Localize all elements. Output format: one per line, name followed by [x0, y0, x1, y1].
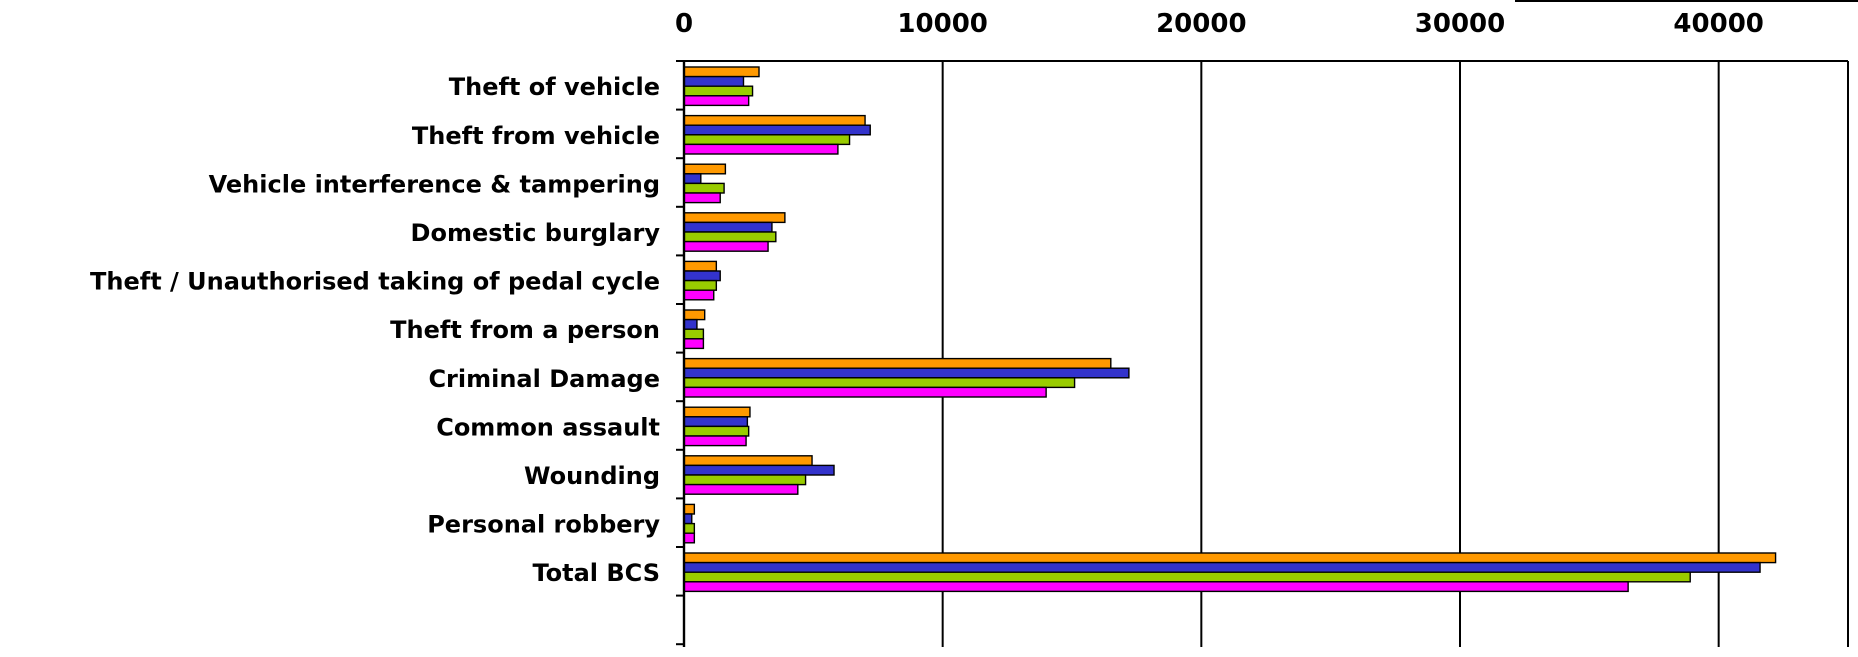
- bar: [683, 377, 1076, 389]
- axes: [676, 0, 1858, 647]
- x-tick-label: 20000: [1156, 9, 1246, 39]
- bar: [683, 357, 1112, 369]
- bar: [683, 328, 705, 340]
- bar: [683, 85, 754, 97]
- bar: [683, 367, 1130, 379]
- bar: [683, 464, 835, 476]
- bar: [683, 173, 702, 185]
- bar: [683, 124, 871, 136]
- category-label: Domestic burglary: [411, 219, 661, 247]
- bar: [683, 455, 813, 467]
- category-label: Personal robbery: [427, 511, 660, 539]
- bar: [683, 435, 747, 447]
- bar: [683, 221, 773, 233]
- bar: [683, 503, 696, 515]
- category-label: Vehicle interference & tampering: [209, 170, 660, 198]
- bar: [683, 231, 777, 243]
- bar: [683, 260, 718, 272]
- gridlines: [941, 61, 1720, 647]
- bar: [683, 114, 866, 126]
- bar: [683, 192, 721, 204]
- x-tick-label: 10000: [897, 9, 987, 39]
- category-label: Total BCS: [532, 559, 660, 587]
- category-label: Theft from a person: [390, 316, 660, 344]
- bar: [683, 240, 769, 252]
- bar: [683, 279, 718, 291]
- bar: [683, 318, 698, 330]
- bar: [683, 75, 745, 87]
- bar: [683, 406, 751, 418]
- bar: [683, 474, 807, 486]
- bar: [683, 522, 696, 534]
- bar: [683, 561, 1761, 573]
- x-tick-label: 40000: [1673, 9, 1763, 39]
- bar: [683, 163, 727, 175]
- x-tick-label: 0: [675, 9, 693, 39]
- bar: [683, 289, 715, 301]
- category-label: Criminal Damage: [428, 365, 660, 393]
- bar: [683, 532, 696, 544]
- bar: [683, 425, 750, 437]
- labels: 0 10000 20000 30000 40000 Theft of vehicle The…: [90, 9, 1764, 587]
- bar: [683, 571, 1691, 583]
- bar: [683, 95, 750, 107]
- x-tick-label: 30000: [1415, 9, 1505, 39]
- bars: [683, 66, 1777, 593]
- category-label: Theft of vehicle: [449, 73, 660, 101]
- category-label: Wounding: [524, 462, 660, 490]
- category-label: Common assault: [436, 413, 660, 441]
- bar: [683, 416, 749, 428]
- bar: [683, 212, 786, 224]
- bar: [683, 134, 851, 146]
- bar: [683, 182, 725, 194]
- category-label: Theft / Unauthorised taking of pedal cyc…: [90, 268, 660, 296]
- bar: [683, 581, 1629, 593]
- bar: [683, 143, 839, 155]
- bar: [683, 66, 760, 78]
- bar: [683, 386, 1047, 398]
- bar: [683, 552, 1777, 564]
- bar: [683, 483, 799, 495]
- bar: [683, 309, 706, 321]
- bar: [683, 270, 721, 282]
- category-label: Theft from vehicle: [412, 122, 660, 150]
- bar: [683, 338, 705, 350]
